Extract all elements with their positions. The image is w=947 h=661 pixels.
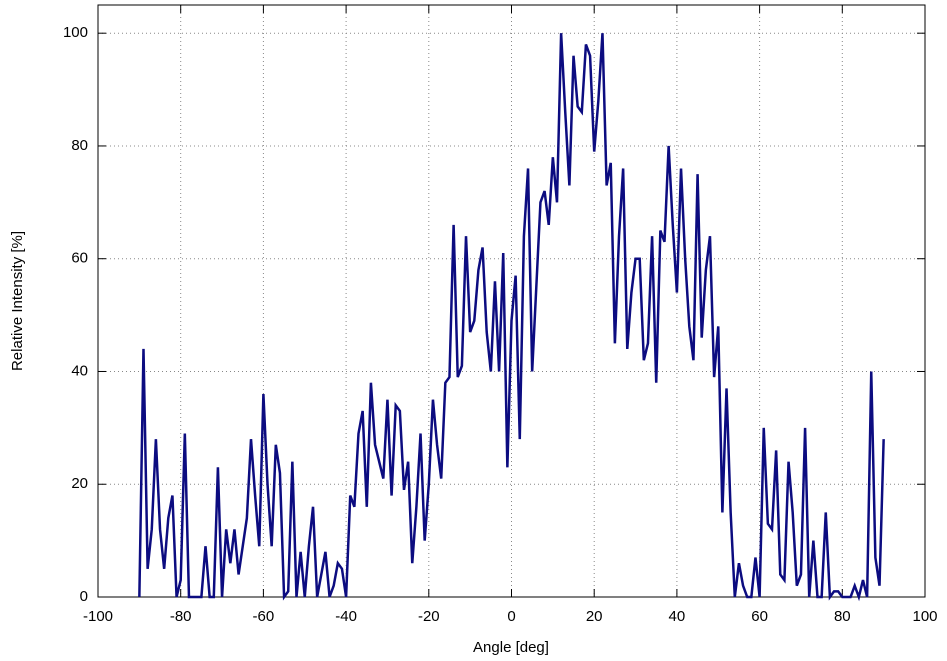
y-tick-label: 40 xyxy=(71,362,88,379)
x-tick-label: 40 xyxy=(669,608,686,625)
data-line xyxy=(138,33,885,602)
y-tick-label: 60 xyxy=(71,250,88,267)
x-tick-label: 20 xyxy=(586,608,603,625)
x-tick-label: -60 xyxy=(253,608,275,625)
x-tick-label: 100 xyxy=(912,608,937,625)
y-tick-label: 80 xyxy=(71,137,88,154)
x-tick-label: 80 xyxy=(834,608,851,625)
x-tick-label: -20 xyxy=(418,608,440,625)
y-tick-label: 20 xyxy=(71,475,88,492)
y-axis-label: Relative Intensity [%] xyxy=(9,231,26,371)
x-tick-label: 60 xyxy=(751,608,768,625)
x-axis-label: Angle [deg] xyxy=(473,639,549,656)
plot-frame xyxy=(97,4,926,598)
y-tick-label: 100 xyxy=(63,24,88,41)
x-tick-label: -100 xyxy=(83,608,113,625)
x-tick-label: -80 xyxy=(170,608,192,625)
x-tick-label: -40 xyxy=(335,608,357,625)
x-tick-label: 0 xyxy=(507,608,515,625)
y-tick-label: 0 xyxy=(80,588,88,605)
